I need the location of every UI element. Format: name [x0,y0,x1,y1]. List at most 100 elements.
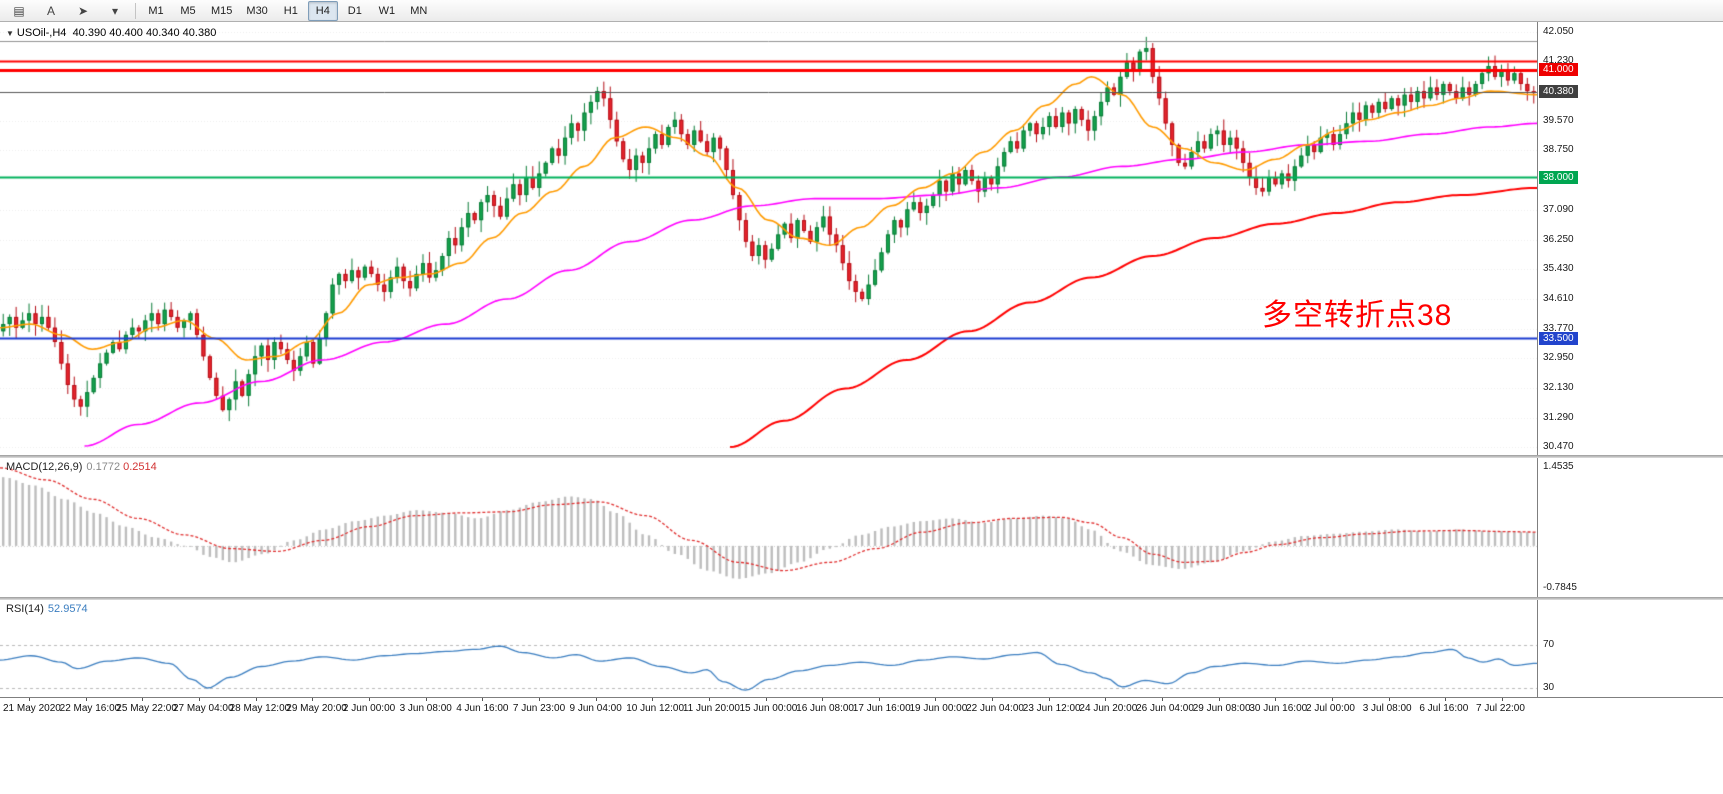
macd-name: MACD(12,26,9) [6,461,83,473]
price-axis-label: 38.750 [1543,144,1574,156]
arrow-tool-icon[interactable]: ➤ [77,3,89,18]
time-axis-label: 24 Jun 20:00 [1079,703,1138,714]
time-axis-label: 11 Jun 20:00 [682,703,740,714]
time-axis-tick [538,698,540,701]
main-chart-panel: 42.050 41.230 39.570 38.750 37.090 36.250 35.4… [0,22,1723,455]
rsi-name: RSI(14) [6,603,44,615]
macd-signal-value: 0.2514 [123,461,157,473]
macd-label: MACD(12,26,9) 0.1772 0.2514 [6,461,157,473]
time-axis-label: 17 Jun 16:00 [852,703,911,714]
rsi-value: 52.9574 [47,603,88,615]
price-axis-label: 37.090 [1543,203,1574,215]
price-axis[interactable]: 42.050 41.230 39.570 38.750 37.090 36.250 35.4… [1537,22,1723,455]
time-axis-tick [368,698,370,701]
chart-window: 42.050 41.230 39.570 38.750 37.090 36.250 35.4… [0,22,1723,794]
time-axis-tick [1332,698,1334,701]
time-axis-label: 27 May 04:00 [172,703,234,714]
timeframe-h1-button[interactable]: H1 [283,4,298,17]
panel-separator[interactable] [0,597,1723,600]
price-axis-label: 33.770 [1543,322,1574,334]
price-axis-label: 32.130 [1543,381,1574,393]
time-axis-tick [1445,698,1447,701]
time-axis-tick [85,698,87,701]
time-axis-tick [482,698,484,701]
time-axis-label: 15 Jun 00:00 [739,703,798,714]
text-annotation-icon[interactable]: A [46,3,55,18]
price-badge-41.000: 41.000 [1539,63,1578,77]
time-axis-tick [425,698,427,701]
time-axis-label: 30 Jun 16:00 [1249,703,1308,714]
time-axis-label: 22 Jun 04:00 [966,703,1024,714]
time-axis-tick [708,698,710,701]
time-axis-tick [595,698,597,701]
timeframe-d1-button[interactable]: D1 [347,4,362,17]
time-axis-label: 25 May 22:00 [116,703,177,714]
price-axis-label: 42.050 [1543,26,1574,37]
timeframe-h4-button[interactable]: H4 [307,0,338,21]
macd-canvas[interactable] [0,458,1537,597]
time-axis-label: 2 Jul 00:00 [1306,703,1355,714]
price-axis-label: 39.570 [1543,114,1574,126]
price-badge-40.380: 40.380 [1539,85,1578,99]
price-axis-label: 32.950 [1543,352,1574,364]
price-badge-33.500: 33.500 [1539,331,1578,345]
timeframe-m5-button[interactable]: M5 [180,4,196,17]
rsi-canvas[interactable] [0,600,1537,697]
price-axis-label: 35.430 [1543,263,1574,275]
time-axis-tick [29,698,30,701]
time-axis-label: 29 Jun 08:00 [1192,703,1251,714]
time-axis-tick [935,698,937,701]
price-axis-label: 34.610 [1543,292,1574,304]
time-axis-tick [142,698,144,701]
time-axis-label: 7 Jul 22:00 [1476,703,1525,714]
timeframe-w1-button[interactable]: W1 [378,4,396,17]
rsi-axis[interactable]: 70 30 [1537,600,1723,697]
time-axis[interactable]: 21 May 2020 22 May 16:00 25 May 22:00 27 Ma… [0,697,1723,718]
timeframe-m15-button[interactable]: M15 [211,4,233,17]
macd-axis-max: 1.4535 [1543,461,1574,472]
macd-axis[interactable]: 1.4535 -0.7845 [1537,458,1723,597]
time-axis-tick [1048,698,1050,701]
toolbar-tools-group: ▤ A ➤ ▾ [4,1,130,21]
symbol-timeframe-label: USOil-,H4 [16,27,67,39]
tools-dropdown-icon[interactable]: ▾ [111,3,119,18]
macd-axis-min: -0.7845 [1543,582,1577,593]
time-axis-tick [255,698,257,701]
time-axis-tick [1218,698,1220,701]
time-axis-tick [822,698,824,701]
time-axis-tick [992,698,994,701]
time-axis-label: 2 Jun 00:00 [342,703,396,714]
timeframe-m30-button[interactable]: M30 [246,4,268,17]
collapse-chart-icon[interactable]: ▼ [6,29,14,38]
time-axis-tick [1105,698,1107,701]
time-axis-label: 22 May 16:00 [59,703,121,714]
chart-window-icon[interactable]: ▤ [13,3,25,18]
macd-panel: 1.4535 -0.7845 MACD(12,26,9) 0.1772 0.2514 [0,458,1723,597]
panel-separator[interactable] [0,455,1723,458]
time-axis-label: 7 Jun 23:00 [512,703,566,714]
time-axis-label: 23 Jun 12:00 [1022,703,1081,714]
rsi-level-70: 70 [1543,639,1555,650]
timeframe-m1-button[interactable]: M1 [148,4,164,17]
toolbar-separator [135,2,136,19]
time-axis-tick [312,698,314,701]
rsi-label: RSI(14) 52.9574 [6,603,88,615]
time-axis-label: 19 Jun 00:00 [909,703,968,714]
main-chart-canvas[interactable] [0,22,1537,455]
time-axis-tick [765,698,767,701]
rsi-level-30: 30 [1543,682,1555,693]
time-axis-tick [1162,698,1164,701]
chart-title: ▼ USOil-,H4 40.390 40.400 40.340 40.380 [6,27,216,39]
timeframe-buttons-group: M1 M5 M15 M30 H1 H4 D1 W1 MN [141,0,434,21]
timeframe-mn-button[interactable]: MN [410,4,428,17]
price-axis-label: 36.250 [1543,233,1574,245]
time-axis-tick [198,698,200,701]
bottom-filler [0,718,1723,794]
price-axis-label: 41.230 [1543,55,1574,67]
time-axis-label: 16 Jun 08:00 [796,703,854,714]
time-axis-label: 9 Jun 04:00 [569,703,622,714]
toolbar: ▤ A ➤ ▾ M1 M5 M15 M30 H1 H4 D1 W1 MN [0,0,1723,22]
price-badge-38.000: 38.000 [1539,170,1578,184]
time-axis-tick [1502,698,1503,701]
price-axis-label: 31.290 [1543,411,1574,423]
